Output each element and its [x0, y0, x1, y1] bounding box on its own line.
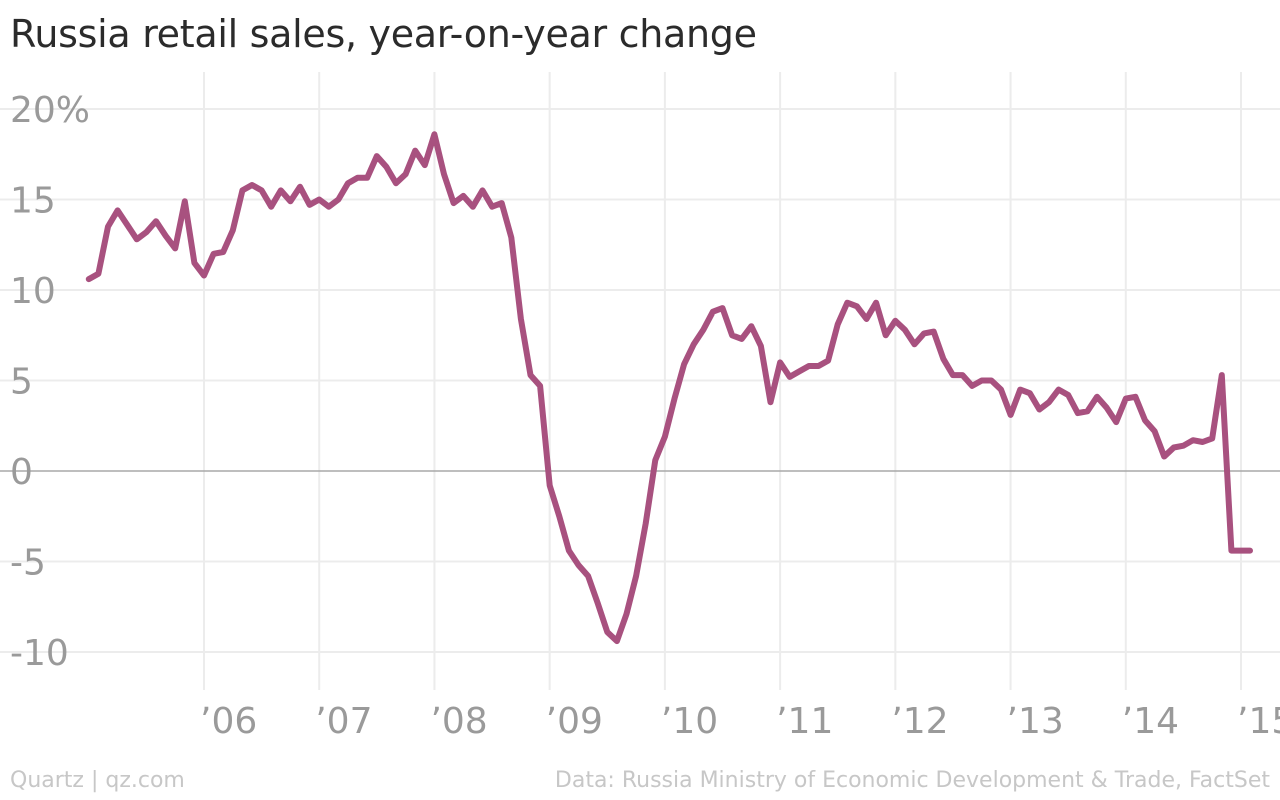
x-tick-label: ’10	[661, 701, 718, 742]
y-tick-label: -5	[10, 543, 46, 584]
x-tick-label: ’15	[1237, 701, 1280, 742]
footer-credit: Quartz | qz.com	[10, 768, 185, 793]
x-tick-label: ’09	[546, 701, 603, 742]
y-tick-label: 20%	[10, 90, 90, 131]
x-tick-label: ’13	[1007, 701, 1064, 742]
x-tick-label: ’12	[891, 701, 948, 742]
x-tick-label: ’11	[776, 701, 833, 742]
series-line	[85, 131, 1253, 645]
horizontal-gridlines	[0, 108, 1280, 653]
x-tick-label: ’08	[430, 701, 487, 742]
x-tick-label: ’06	[200, 701, 257, 742]
y-tick-label: 15	[10, 181, 56, 222]
footer-source: Data: Russia Ministry of Economic Develo…	[554, 768, 1270, 793]
y-axis-tick-labels: 20% 15 10 5 0 -5 -10	[10, 90, 90, 674]
y-tick-label: 10	[10, 271, 56, 312]
x-axis-tick-labels: ’06 ’07 ’08 ’09 ’10 ’11 ’12 ’13 ’14 ’15	[200, 701, 1280, 742]
x-tick-label: ’07	[315, 701, 372, 742]
series-group	[85, 131, 1253, 645]
x-tick-label: ’14	[1122, 701, 1179, 742]
y-tick-label: 0	[10, 452, 33, 493]
y-tick-label: -10	[10, 633, 69, 674]
chart-title: Russia retail sales, year-on-year change	[10, 12, 757, 56]
y-tick-label: 5	[10, 362, 33, 403]
